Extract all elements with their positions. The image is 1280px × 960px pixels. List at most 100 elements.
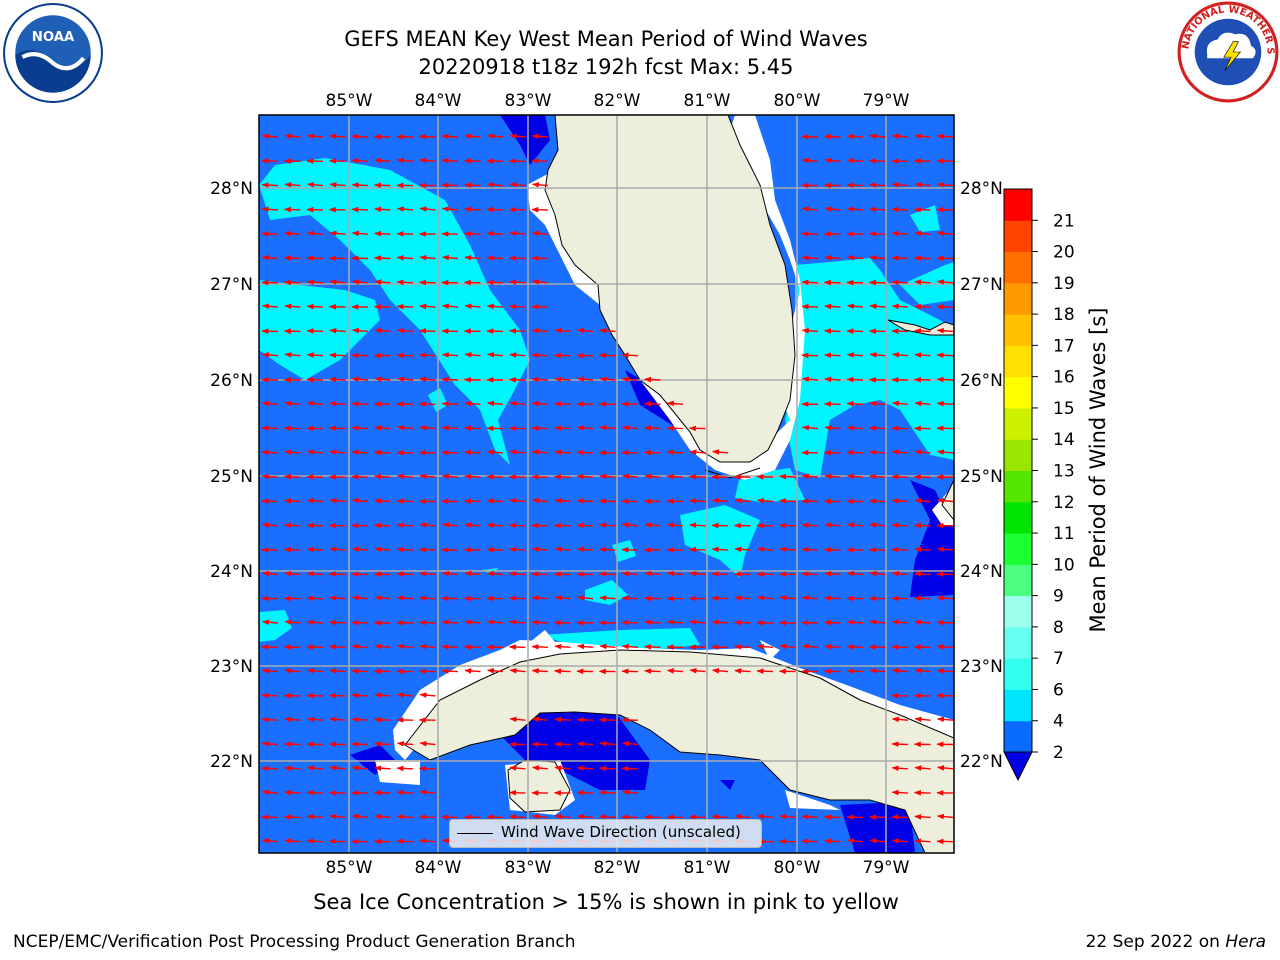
wind-wave-arrow <box>824 425 841 431</box>
wind-wave-arrow <box>306 279 324 285</box>
wind-wave-arrow <box>689 619 706 625</box>
wind-wave-arrow <box>419 425 436 431</box>
wind-wave-arrow <box>846 619 864 626</box>
wind-wave-arrow <box>486 206 504 213</box>
wind-wave-arrow <box>486 474 504 480</box>
wind-wave-arrow <box>599 327 616 334</box>
wind-wave-arrow <box>328 838 346 845</box>
wind-wave-arrow <box>486 255 504 261</box>
wind-wave-arrow <box>553 741 571 747</box>
nws-logo: NATIONAL WEATHER SERVICE <box>1176 0 1279 103</box>
wind-wave-arrow <box>509 303 526 310</box>
wind-wave-arrow <box>508 595 526 602</box>
colorbar-tick-label: 2 <box>1053 743 1064 763</box>
wind-wave-arrow <box>914 497 931 504</box>
wind-wave-arrow <box>846 182 864 189</box>
wind-wave-arrow <box>396 231 414 237</box>
wind-wave-arrow <box>419 692 436 698</box>
wind-wave-arrow <box>802 157 819 164</box>
wind-wave-arrow <box>599 643 616 650</box>
colorbar-tick-label: 14 <box>1053 430 1075 450</box>
wind-wave-arrow <box>463 158 481 164</box>
wind-wave-arrow <box>486 570 504 577</box>
wind-wave-arrow <box>598 765 616 772</box>
wind-wave-arrow <box>936 595 954 601</box>
wind-wave-arrow <box>576 643 594 650</box>
wind-wave-arrow <box>846 838 864 844</box>
legend-line-swatch <box>457 833 493 834</box>
wind-wave-arrow <box>891 352 909 358</box>
wind-wave-arrow <box>734 595 751 601</box>
wind-wave-arrow <box>531 619 549 626</box>
wind-wave-arrow <box>576 741 594 747</box>
wind-wave-arrow <box>284 133 301 139</box>
wind-wave-arrow <box>396 279 414 286</box>
axis-ticks: 85°W 85°W 84°W 84°W 83°W 83°W 82°W 82°W 81°W 81°W… <box>210 91 1003 878</box>
wind-wave-arrow <box>576 449 594 456</box>
wind-wave-arrow <box>824 352 841 359</box>
wind-wave-arrow <box>892 133 909 139</box>
wind-wave-arrow <box>869 838 886 844</box>
wind-wave-arrow <box>644 473 661 480</box>
wind-wave-arrow <box>261 352 279 358</box>
colorbar-tick-label: 19 <box>1053 274 1075 294</box>
wind-wave-arrow <box>486 498 504 504</box>
wind-wave-arrow <box>373 717 391 723</box>
wind-wave-arrow <box>532 497 549 504</box>
wind-wave-arrow <box>644 668 661 674</box>
wind-wave-arrow <box>306 595 324 602</box>
wind-wave-arrow <box>936 644 954 650</box>
wind-wave-arrow <box>329 497 346 504</box>
wind-wave-arrow <box>689 449 706 455</box>
wind-wave-arrow <box>666 522 684 528</box>
top-lon-tick: 81°W <box>684 91 731 111</box>
wind-wave-arrow <box>463 425 481 432</box>
wind-wave-arrow <box>531 716 549 723</box>
colorbar-tick-label: 10 <box>1053 555 1075 575</box>
wind-wave-arrow <box>352 813 369 820</box>
wind-wave-arrow <box>328 158 346 164</box>
wind-wave-arrow <box>509 230 526 237</box>
wind-wave-arrow <box>869 668 886 674</box>
right-lat-tick: 22°N <box>960 752 1003 772</box>
wind-wave-arrow <box>283 206 301 213</box>
colorbar-swatch <box>1004 439 1032 471</box>
wind-wave-arrow <box>891 279 909 286</box>
wind-wave-arrow <box>464 182 481 188</box>
wind-wave-arrow <box>418 814 436 820</box>
wind-wave-arrow <box>261 449 279 456</box>
wind-wave-arrow <box>801 279 819 286</box>
wind-wave-arrow <box>801 327 819 334</box>
wind-wave-arrow <box>914 181 931 188</box>
wind-wave-arrow <box>756 668 774 674</box>
wind-wave-arrow <box>396 595 414 601</box>
wind-wave-arrow <box>621 546 639 553</box>
wind-wave-arrow <box>441 449 459 456</box>
wind-wave-arrow <box>622 473 639 480</box>
wind-wave-arrow <box>532 230 549 237</box>
wind-wave-arrow <box>891 230 909 237</box>
wind-wave-arrow <box>846 303 864 310</box>
wind-wave-arrow <box>531 327 549 334</box>
land-areas <box>404 115 954 853</box>
wind-wave-arrow <box>261 400 279 407</box>
wind-wave-arrow <box>329 376 346 383</box>
wind-wave-arrow <box>373 182 391 189</box>
wind-wave-arrow <box>351 692 369 699</box>
wind-wave-arrow <box>419 740 436 747</box>
wind-wave-arrow <box>891 838 909 844</box>
wind-wave-arrow <box>441 668 459 674</box>
wind-wave-arrow <box>351 230 369 237</box>
wind-wave-arrow <box>396 522 414 528</box>
wind-wave-arrow <box>486 279 504 286</box>
wind-wave-arrow <box>373 789 391 796</box>
wind-wave-arrow <box>846 449 864 456</box>
florida-peninsula <box>544 115 796 463</box>
wind-wave-arrow <box>306 328 324 334</box>
wind-wave-arrow <box>306 230 324 237</box>
wind-wave-arrow <box>734 546 751 553</box>
plot-frame <box>258 114 955 854</box>
wind-wave-arrow <box>711 668 729 674</box>
wind-wave-arrow <box>914 813 931 820</box>
wind-wave-arrow <box>779 595 796 601</box>
